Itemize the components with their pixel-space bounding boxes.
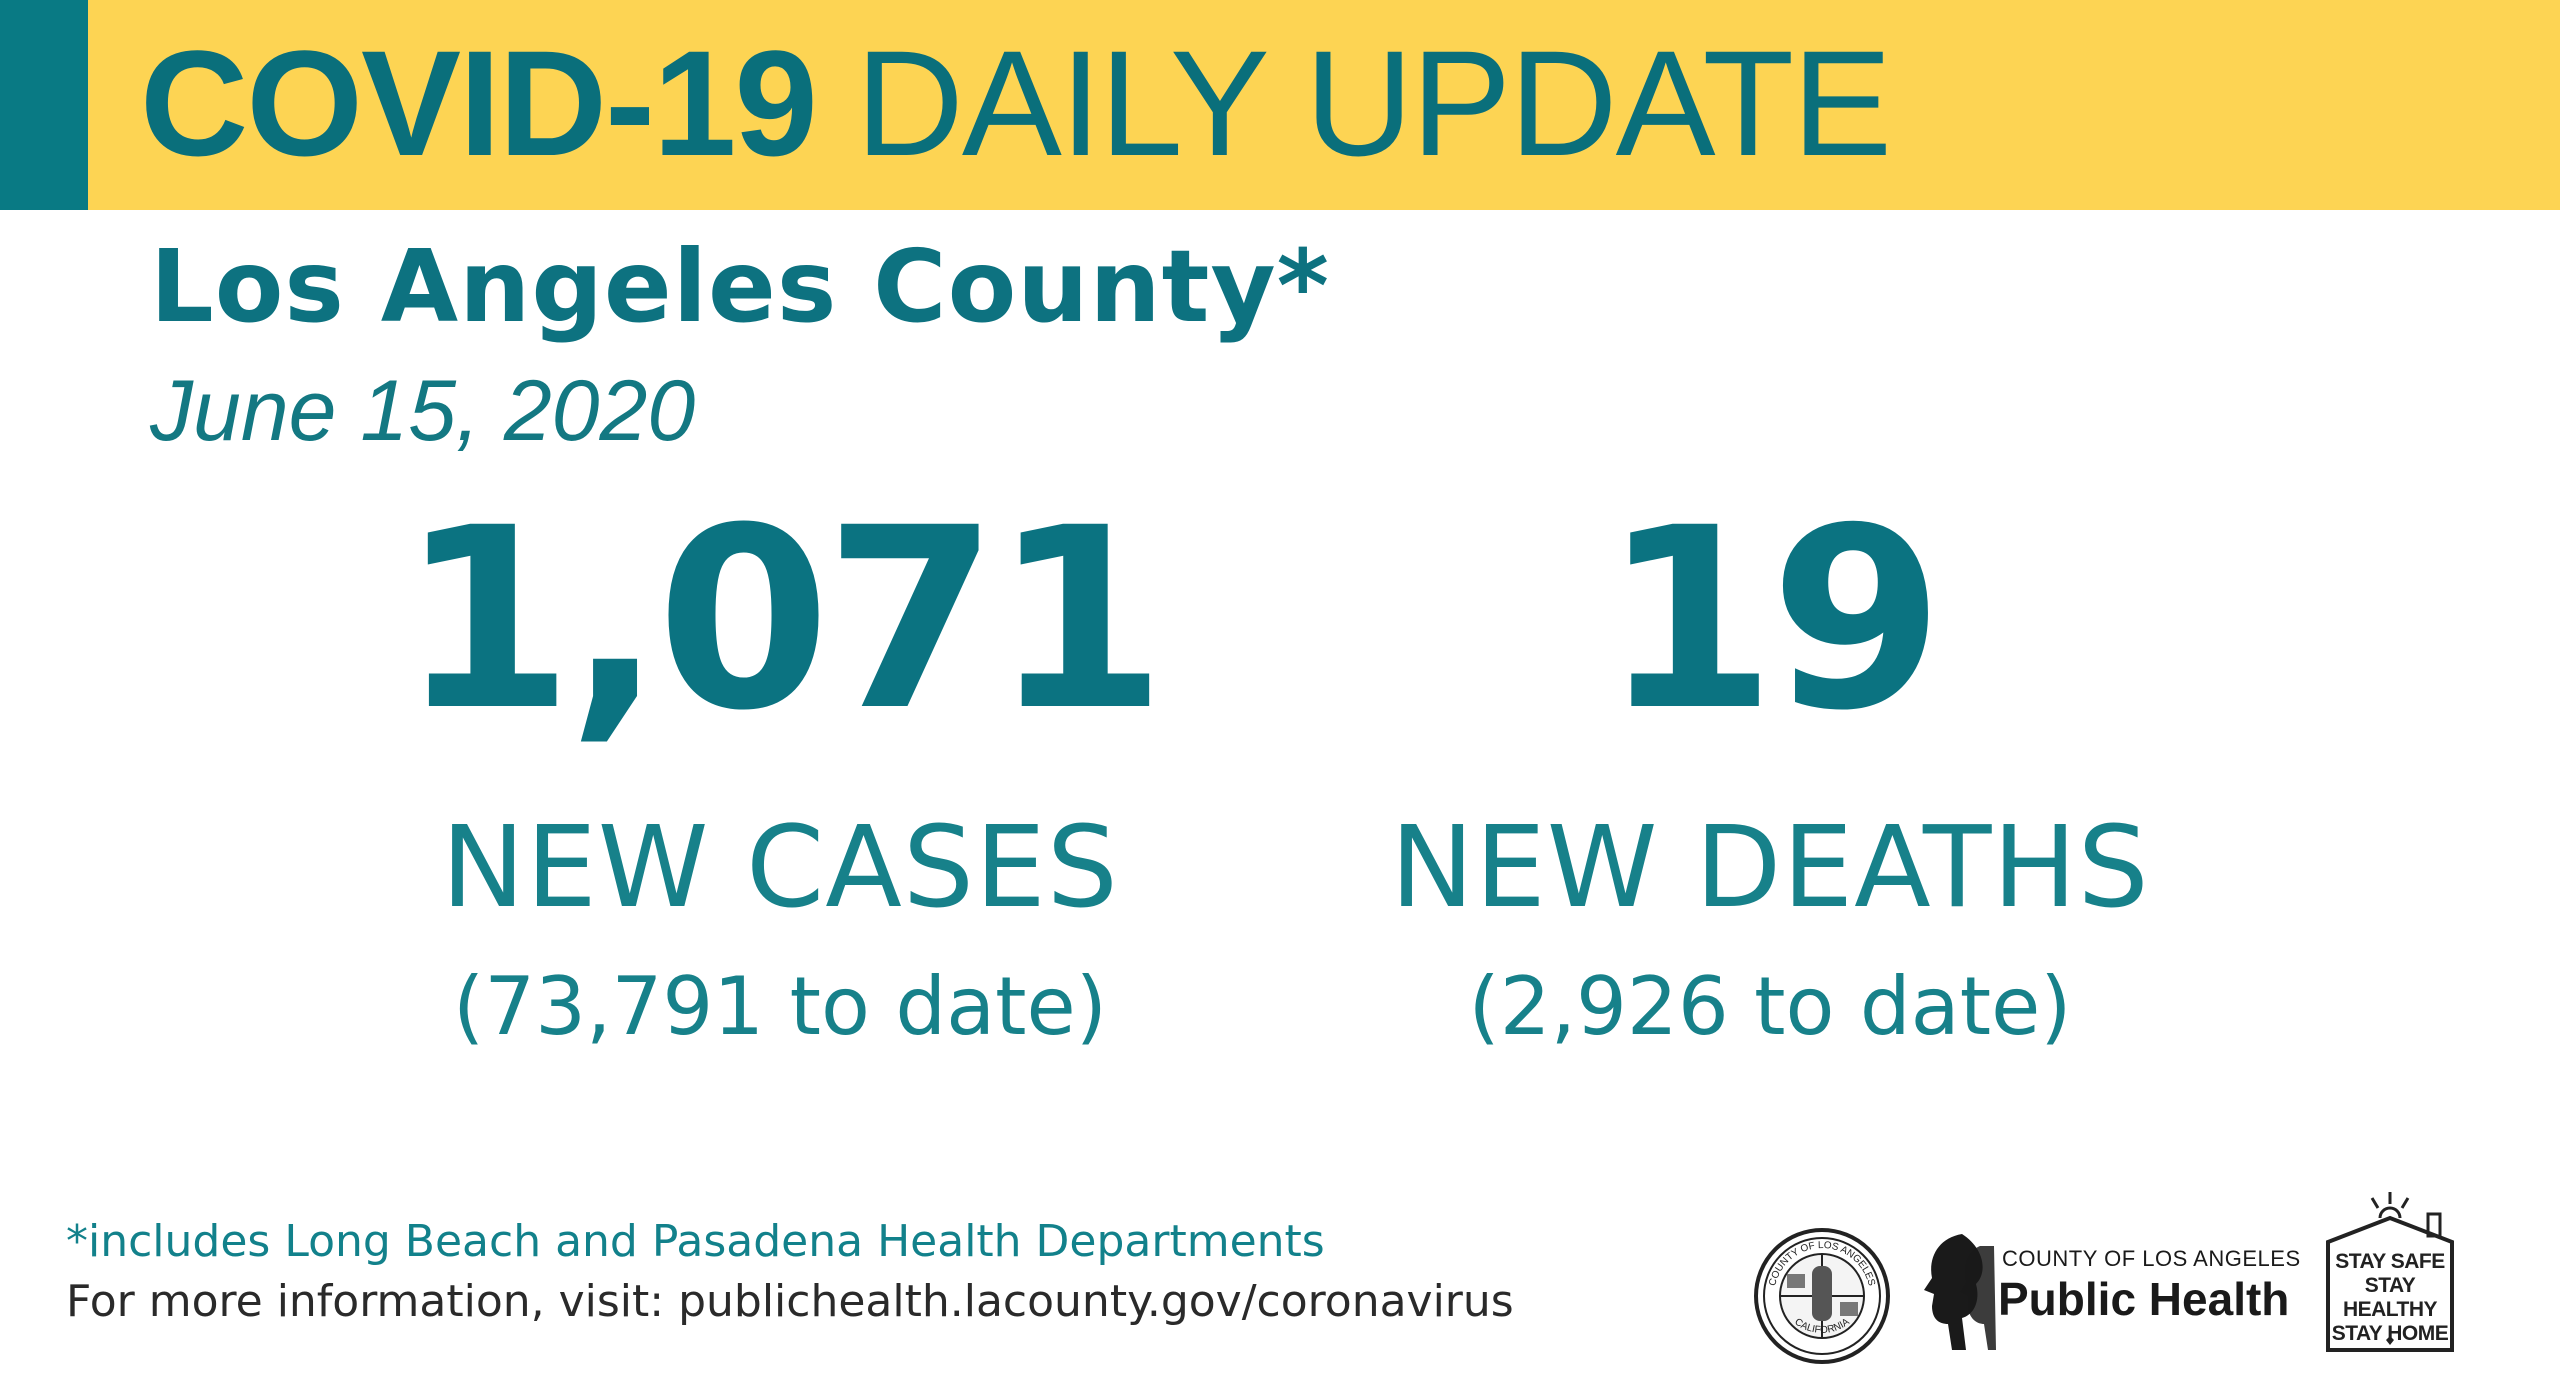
new-deaths-value: 19 bbox=[1602, 474, 1944, 765]
stay-safe-line-1: STAY SAFE bbox=[2335, 1250, 2445, 1273]
public-health-title: Public Health bbox=[1998, 1273, 2290, 1325]
new-cases-value: 1,071 bbox=[399, 474, 1167, 765]
footnote: *includes Long Beach and Pasadena Health… bbox=[66, 1216, 1325, 1267]
banner-title-regular: DAILY UPDATE bbox=[815, 19, 1893, 187]
report-date: June 15, 2020 bbox=[150, 363, 696, 459]
county-seal-logo: COUNTY OF LOS ANGELES CALIFORNIA bbox=[1752, 1226, 1892, 1366]
county-heading: Los Angeles County* bbox=[150, 228, 1330, 345]
banner-accent-bar bbox=[0, 0, 88, 210]
stay-safe-logo: STAY SAFE STAY HEALTHY STAY HOME bbox=[2320, 1190, 2460, 1360]
county-seal-icon: COUNTY OF LOS ANGELES CALIFORNIA bbox=[1754, 1228, 1890, 1364]
banner-title: COVID-19 DAILY UPDATE bbox=[140, 28, 1892, 178]
house-icon bbox=[2326, 1192, 2454, 1352]
public-health-county-text: COUNTY OF LOS ANGELES bbox=[2002, 1246, 2301, 1271]
cases-to-date: (73,791 to date) bbox=[453, 960, 1107, 1053]
profile-silhouettes-icon bbox=[1924, 1234, 1996, 1350]
new-deaths-label: NEW DEATHS bbox=[1390, 803, 2150, 933]
more-info-link[interactable]: For more information, visit: publichealt… bbox=[66, 1276, 1514, 1327]
new-cases-label: NEW CASES bbox=[441, 803, 1119, 933]
title-banner bbox=[0, 0, 2560, 210]
public-health-logo: COUNTY OF LOS ANGELES Public Health bbox=[1918, 1228, 2301, 1358]
deaths-to-date: (2,926 to date) bbox=[1468, 960, 2072, 1053]
stay-safe-text: STAY SAFE STAY HEALTHY STAY HOME bbox=[2328, 1250, 2452, 1346]
stay-safe-line-3: STAY HOME bbox=[2331, 1322, 2449, 1345]
stay-safe-line-2: STAY HEALTHY bbox=[2342, 1274, 2438, 1321]
banner-title-bold: COVID-19 bbox=[140, 19, 818, 187]
